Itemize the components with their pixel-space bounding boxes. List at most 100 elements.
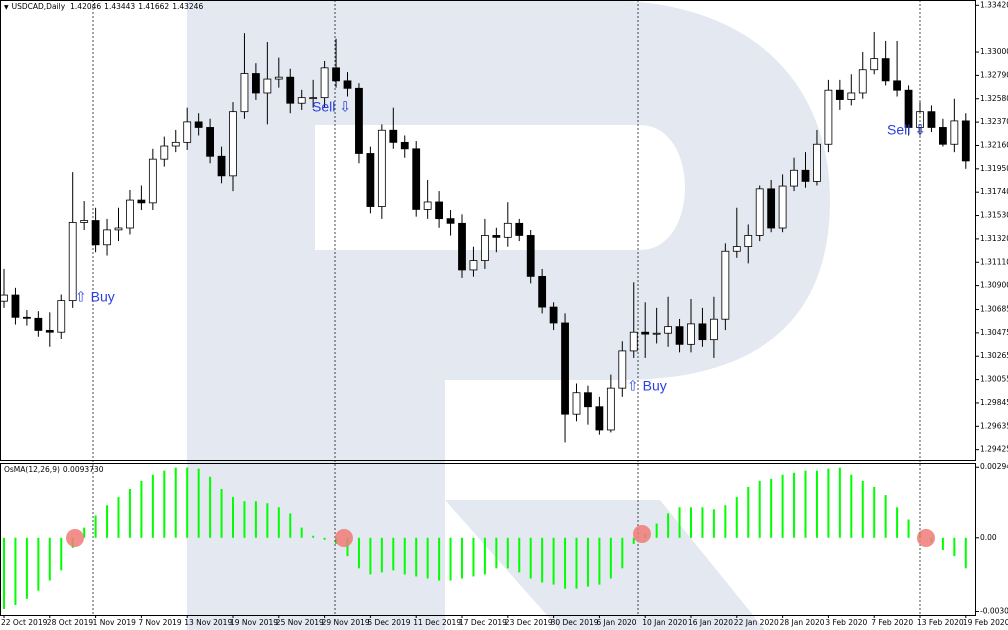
candle-body [629, 331, 638, 352]
x-tick-label: 29 Nov 2019 [322, 618, 370, 627]
x-tick-label: 7 Feb 2020 [871, 618, 913, 627]
candle-body [183, 121, 192, 143]
x-tick-label: 19 Feb 2020 [963, 618, 1008, 627]
y-tick-label: 1.30475 [980, 328, 1008, 337]
y-tick-label: 1.30685 [980, 305, 1008, 314]
y-tick-label: -0.00308 [980, 607, 1008, 616]
y-tick-label: 0.002948 [980, 462, 1008, 471]
candle-body [343, 80, 352, 89]
price-frame [0, 0, 976, 461]
header-arrow: ▼ [4, 4, 9, 11]
candle-body [824, 89, 833, 145]
y-tick-label: 1.31530 [980, 211, 1008, 220]
candle-body [904, 89, 913, 128]
candle-body [939, 127, 947, 145]
y-tick-label: 1.31110 [980, 257, 1008, 266]
x-tick-label: 28 Oct 2019 [47, 618, 94, 627]
candle-body [835, 89, 844, 100]
candle-body [858, 69, 867, 94]
header-value: 1.42046 [70, 2, 101, 11]
candle-body [721, 250, 730, 320]
candle-body [664, 326, 672, 334]
candle-body [297, 97, 306, 104]
candle-body [412, 148, 421, 210]
candle-body [790, 169, 798, 187]
candle-body [240, 73, 249, 113]
candle-body [618, 350, 627, 389]
candle-body [561, 322, 569, 415]
candle-body [503, 222, 512, 238]
signal-separators [92, 0, 921, 615]
cross-marker [335, 529, 353, 547]
candle-body [641, 331, 650, 335]
candle-body [309, 97, 318, 100]
candle-body [526, 235, 535, 277]
candle-body [813, 143, 821, 182]
candle-body [572, 392, 581, 415]
header-value: 1.43443 [104, 2, 135, 11]
candle-body [675, 326, 684, 345]
y-tick-label: 1.31950 [980, 164, 1008, 173]
watermark [187, 0, 830, 630]
header-value: 1.43246 [172, 2, 203, 11]
x-tick-label: 30 Dec 2019 [551, 618, 599, 627]
candle-body [45, 330, 54, 333]
chart-header: ▼ USDCAD,Daily 1.42046 1.43443 1.41662 1.4324… [4, 2, 203, 11]
candle-body [515, 222, 524, 236]
osma-current: 0.0093730 [63, 465, 104, 474]
x-tick-label: 22 Jan 2020 [734, 618, 779, 627]
y-tick-label: 1.33420 [980, 0, 1008, 9]
x-tick-label: 28 Jan 2020 [780, 618, 825, 627]
cross-marker [66, 529, 84, 547]
x-tick-label: 22 Oct 2019 [1, 618, 48, 627]
candle-body [801, 169, 810, 182]
candle-body [126, 199, 134, 229]
watermark-leg [445, 500, 765, 630]
y-tick-label: 1.30055 [980, 375, 1008, 384]
candle-body [251, 73, 260, 94]
x-tick-label: 13 Feb 2020 [917, 618, 964, 627]
candle-body [423, 201, 432, 210]
candle-body [229, 111, 237, 177]
candle-body [458, 222, 466, 271]
signal-label: Sell ⇩ [312, 99, 351, 115]
osma-frame [0, 463, 976, 616]
candle-body [950, 120, 959, 145]
candle-body [377, 129, 386, 207]
candle-body [194, 121, 203, 128]
candle-body [584, 392, 592, 408]
x-tick-label: 1 Nov 2019 [93, 618, 136, 627]
cross-markers [66, 525, 935, 547]
candle-body [847, 92, 856, 100]
x-tick-label: 23 Dec 2019 [505, 618, 553, 627]
candle-body [355, 87, 363, 154]
y-tick-label: 1.29425 [980, 445, 1008, 454]
candle-body [492, 235, 501, 238]
x-tick-label: 5 Dec 2019 [367, 618, 410, 627]
candle-body [710, 318, 718, 341]
y-tick-label: 1.30265 [980, 351, 1008, 360]
candle-body [0, 294, 8, 302]
candle-body [206, 127, 215, 157]
candle-body [652, 332, 661, 335]
cross-marker [633, 525, 651, 543]
watermark-stem [187, 0, 315, 630]
candle-body [744, 235, 753, 247]
candle-body [171, 141, 180, 147]
x-tick-label: 17 Dec 2019 [459, 618, 507, 627]
osma-header: OsMA(12,26,9) 0.0093730 [4, 465, 104, 474]
candle-body [446, 218, 455, 224]
candle-body [606, 387, 615, 431]
candle-body [698, 323, 707, 341]
y-tick-label: 1.31320 [980, 234, 1008, 243]
signal-label: Sell ⇩ [887, 122, 926, 138]
candle-body [435, 201, 444, 220]
header-value: 1.41662 [138, 2, 169, 11]
osma-title: OsMA(12,26,9) [4, 465, 60, 474]
watermark-bowl [315, 0, 830, 630]
chart-title: USDCAD,Daily [12, 2, 66, 11]
x-tick-label: 16 Jan 2020 [688, 618, 733, 627]
y-tick-label: 1.32370 [980, 117, 1008, 126]
candle-body [332, 67, 340, 82]
